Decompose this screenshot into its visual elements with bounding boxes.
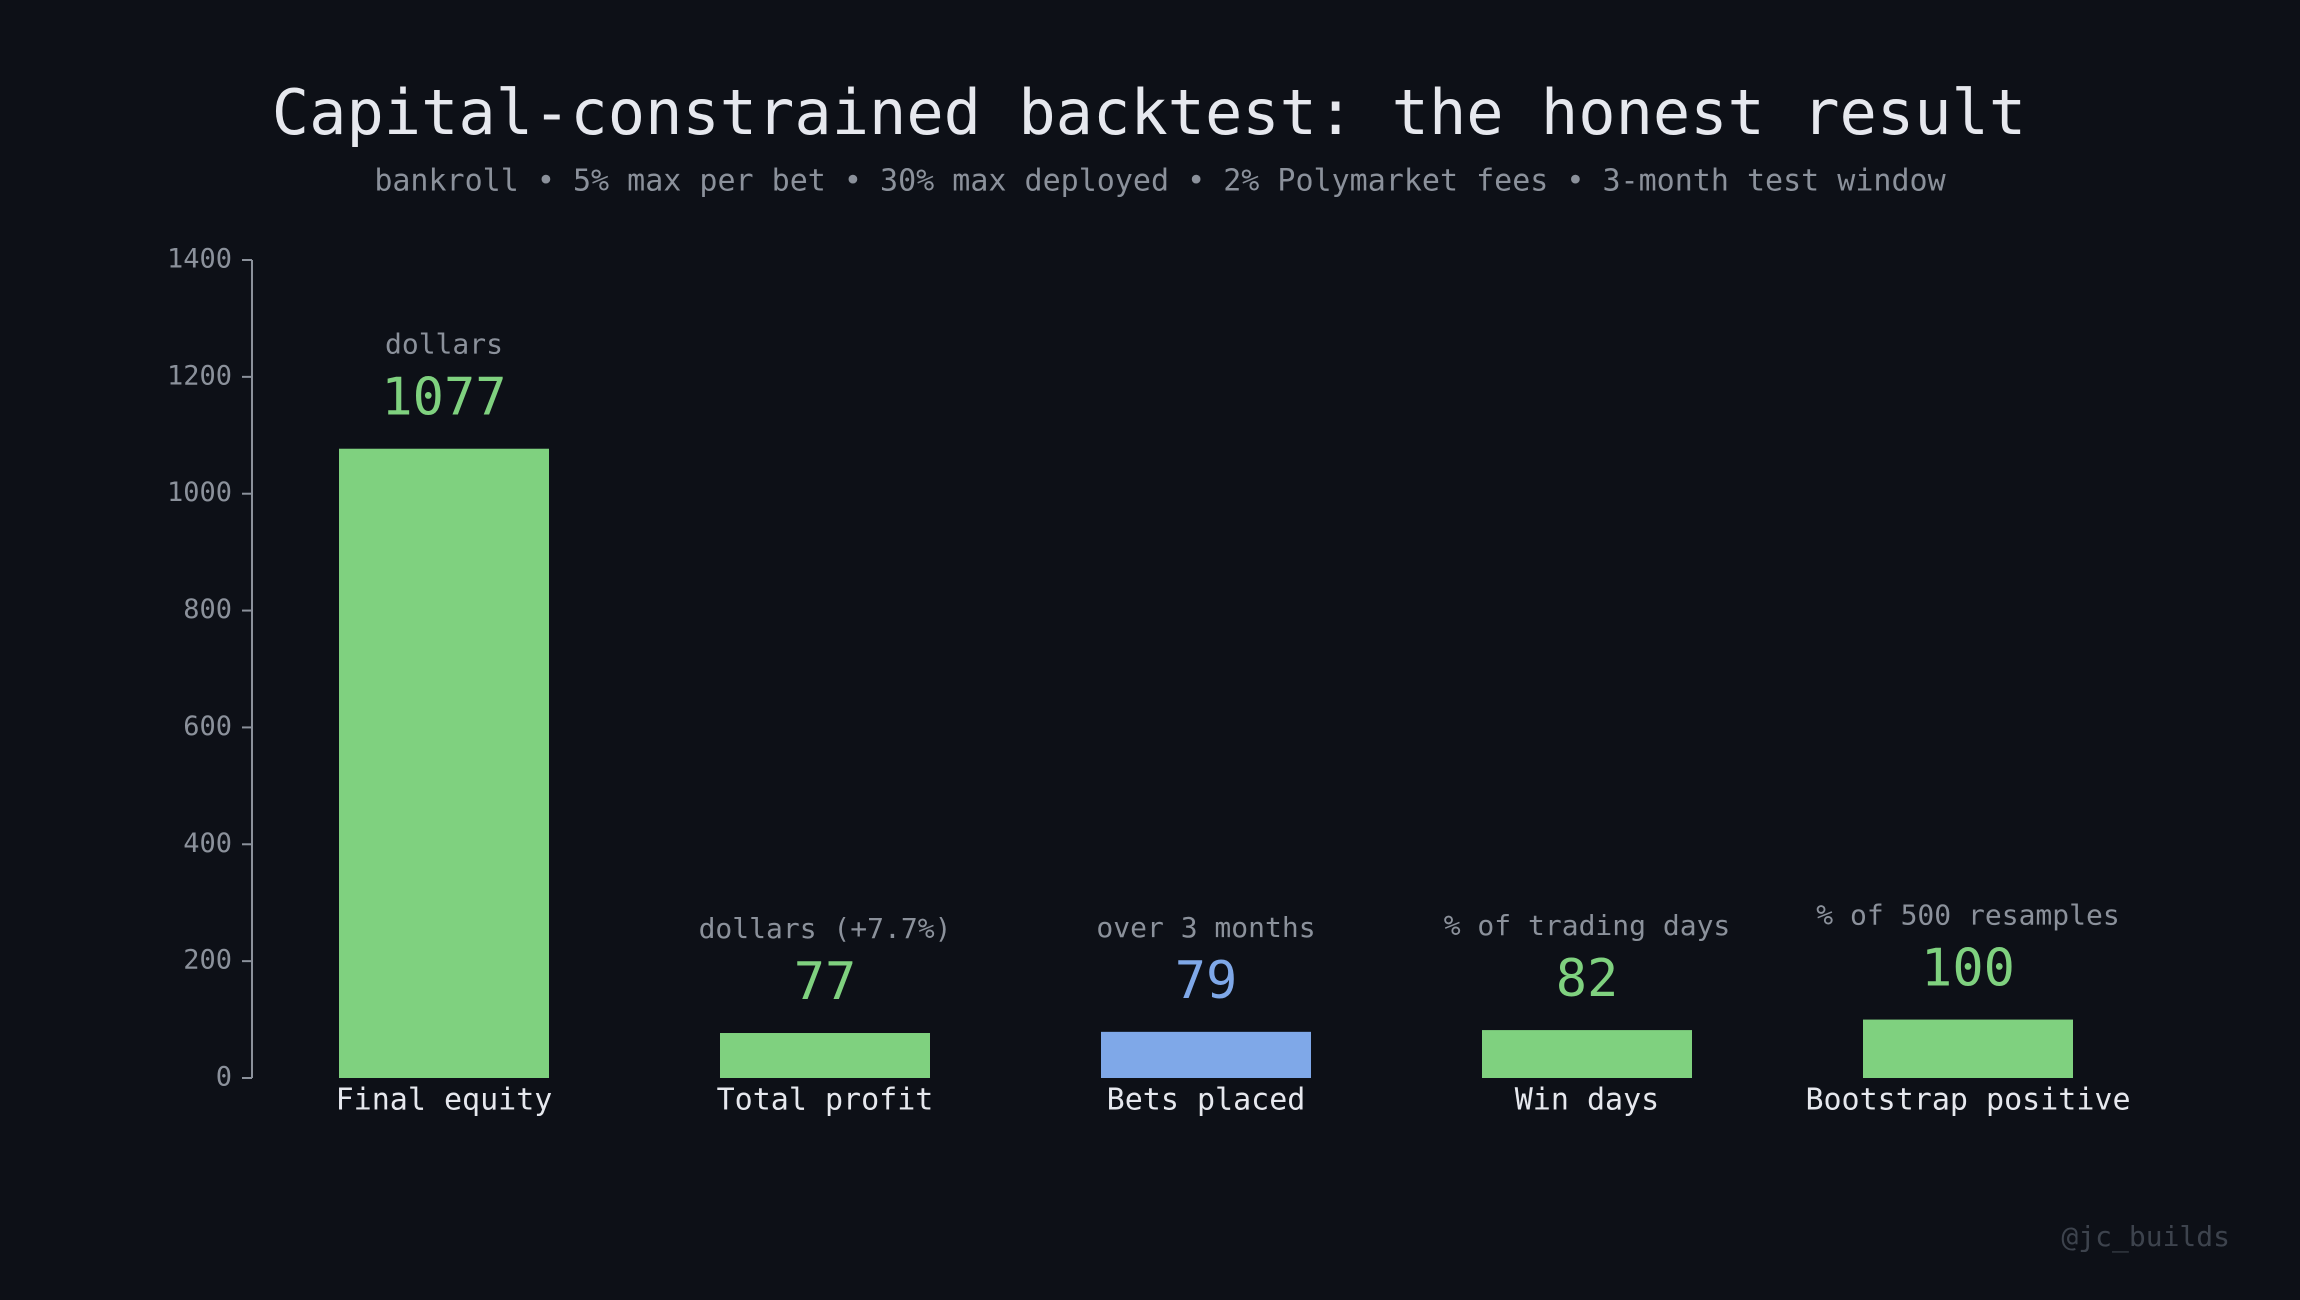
y-tick-label: 1400 — [167, 244, 232, 275]
bar — [1482, 1030, 1692, 1078]
y-tick-label: 800 — [183, 594, 232, 625]
bar — [1101, 1031, 1311, 1078]
value-note: dollars (+7.7%) — [699, 912, 952, 945]
chart-subtitle: bankroll • 5% max per bet • 30% max depl… — [374, 164, 1946, 199]
y-tick-label: 1200 — [167, 360, 232, 391]
chart-title: Capital-constrained backtest: the honest… — [272, 76, 2026, 149]
value-note: % of 500 resamples — [1816, 899, 2119, 932]
bar — [1863, 1019, 2073, 1078]
value-note: dollars — [385, 328, 503, 361]
x-tick-label: Bootstrap positive — [1805, 1083, 2130, 1118]
value-label: 79 — [1175, 951, 1238, 1011]
value-label: 77 — [794, 952, 857, 1012]
value-note: over 3 months — [1096, 911, 1315, 944]
x-tick-label: Win days — [1515, 1083, 1660, 1118]
y-tick-label: 600 — [183, 711, 232, 742]
value-note: % of trading days — [1444, 909, 1731, 942]
y-tick-label: 400 — [183, 828, 232, 859]
x-tick-label: Bets placed — [1107, 1083, 1306, 1118]
y-tick-label: 0 — [216, 1062, 232, 1093]
value-label: 100 — [1921, 939, 2015, 999]
bar — [720, 1033, 930, 1078]
x-tick-label: Final equity — [336, 1083, 553, 1118]
x-tick-label: Total profit — [717, 1083, 934, 1118]
bar — [339, 448, 549, 1079]
value-label: 1077 — [381, 368, 506, 428]
y-tick-label: 1000 — [167, 477, 232, 508]
value-label: 82 — [1556, 949, 1619, 1009]
y-tick-label: 200 — [183, 945, 232, 976]
watermark: @jc_builds — [2061, 1220, 2230, 1254]
